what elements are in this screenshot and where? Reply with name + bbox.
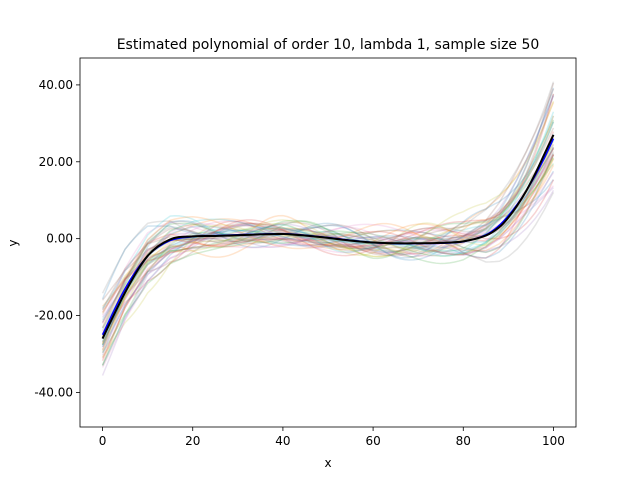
bootstrap-estimate-line bbox=[101, 137, 555, 348]
bootstrap-estimate-line bbox=[101, 158, 555, 328]
bootstrap-estimate-line bbox=[101, 140, 555, 358]
y-axis-label: y bbox=[6, 239, 20, 246]
bootstrap-estimate-line bbox=[101, 121, 555, 340]
bootstrap-estimate-line bbox=[101, 152, 555, 323]
bootstrap-estimate-line bbox=[101, 88, 555, 324]
x-tick-label: 60 bbox=[365, 434, 380, 448]
x-tick-label: 20 bbox=[185, 434, 200, 448]
bootstrap-estimate-line bbox=[101, 93, 555, 313]
bootstrap-estimate-line bbox=[101, 154, 555, 350]
bootstrap-estimate-line bbox=[101, 95, 555, 348]
x-tick-label: 0 bbox=[99, 434, 107, 448]
x-axis: 0 20 40 60 80 100 bbox=[99, 427, 565, 448]
mean-estimate-line bbox=[101, 134, 555, 340]
y-tick-label: 40.00 bbox=[39, 78, 73, 92]
bootstrap-estimate-line bbox=[101, 192, 555, 294]
bootstrap-estimate-line bbox=[101, 163, 555, 338]
bootstrap-estimate-line bbox=[101, 154, 555, 356]
bootstrap-estimate-line bbox=[101, 133, 555, 329]
bootstrap-estimate-line bbox=[101, 121, 555, 300]
bootstrap-estimate-line bbox=[101, 147, 555, 361]
y-axis: 40.00 20.00 0.00 -20.00 -40.00 bbox=[34, 78, 80, 399]
y-tick-label: -20.00 bbox=[34, 309, 73, 323]
bootstrap-estimate-line bbox=[101, 190, 555, 353]
bootstrap-estimate-line bbox=[101, 151, 555, 311]
bootstrap-estimate-line bbox=[101, 172, 555, 368]
x-axis-label: x bbox=[324, 456, 331, 470]
y-tick-label: 20.00 bbox=[39, 155, 73, 169]
bootstrap-estimate-line bbox=[101, 179, 555, 343]
bootstrap-estimate-line bbox=[101, 164, 555, 307]
plot-area bbox=[101, 81, 555, 376]
bootstrap-estimate-line bbox=[101, 170, 555, 366]
main-lines bbox=[101, 134, 555, 340]
bootstrap-estimate-line bbox=[101, 154, 555, 344]
axes-frame bbox=[79, 57, 577, 428]
bootstrap-estimate-line bbox=[101, 111, 555, 342]
bootstrap-estimate-line bbox=[101, 131, 555, 337]
bootstrap-estimate-line bbox=[101, 147, 555, 316]
y-tick-label: -40.00 bbox=[34, 385, 73, 399]
x-tick-label: 100 bbox=[542, 434, 565, 448]
bootstrap-estimate-line bbox=[101, 81, 555, 329]
bootstrap-estimate-line bbox=[101, 143, 555, 335]
x-tick-label: 80 bbox=[456, 434, 471, 448]
bootstrap-estimate-line bbox=[101, 93, 555, 332]
bootstrap-estimate-line bbox=[101, 157, 555, 354]
y-tick-label: 0.00 bbox=[46, 232, 73, 246]
bootstrap-estimate-line bbox=[101, 147, 555, 366]
bootstrap-estimate-line bbox=[101, 144, 555, 352]
bootstrap-estimate-line bbox=[101, 115, 555, 321]
bootstrap-estimate-line bbox=[101, 179, 555, 359]
bootstrap-estimate-line bbox=[101, 87, 555, 346]
chart-title: Estimated polynomial of order 10, lambda… bbox=[117, 37, 540, 53]
bootstrap-estimate-line bbox=[101, 139, 555, 309]
bootstrap-estimate-lines bbox=[101, 81, 555, 376]
bootstrap-estimate-line bbox=[101, 82, 555, 339]
x-tick-label: 40 bbox=[275, 434, 290, 448]
bootstrap-estimate-line bbox=[101, 153, 555, 324]
bootstrap-estimate-line bbox=[101, 154, 555, 346]
bootstrap-estimate-line bbox=[101, 148, 555, 301]
bootstrap-estimate-line bbox=[101, 147, 555, 339]
bootstrap-estimate-line bbox=[101, 102, 555, 334]
